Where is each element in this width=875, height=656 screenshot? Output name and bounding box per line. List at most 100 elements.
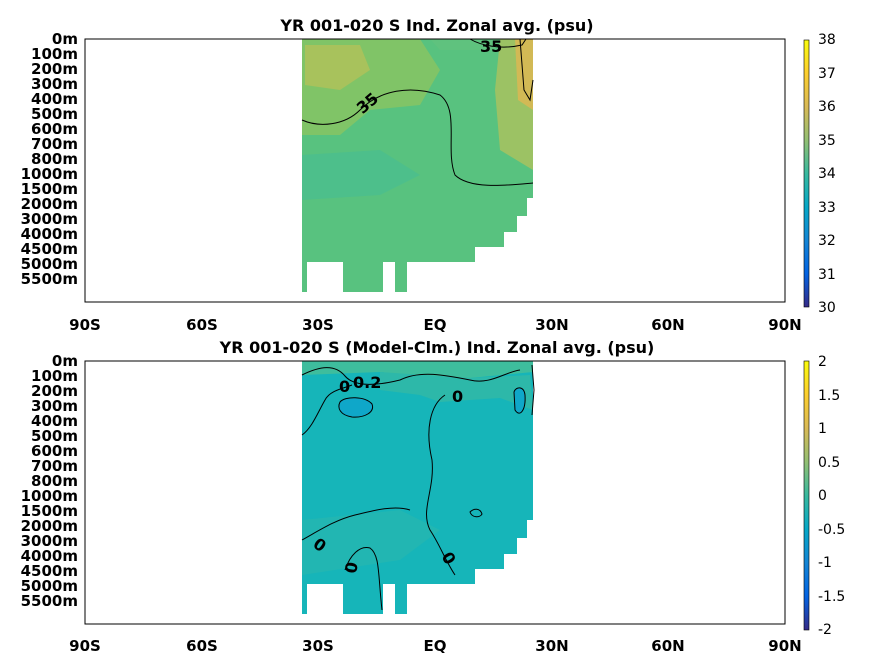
top-seafloor-gap-1: [302, 262, 533, 302]
top-y-tick: 500m: [31, 105, 78, 123]
top-colorbar: 38 37 36 35 34 33 32 31 30: [803, 32, 836, 316]
bottom-x-tick: EQ: [424, 637, 447, 655]
bottom-contour-0-central: [426, 394, 456, 576]
bottom-y-tick: 800m: [31, 472, 78, 490]
bottom-seafloor-patch-1: [302, 584, 307, 614]
bottom-negative-min: [338, 397, 373, 418]
bottom-y-tick: 300m: [31, 397, 78, 415]
bottom-contour-label-3: 0: [452, 387, 463, 406]
bottom-contour-0-upper: [301, 367, 521, 385]
top-y-axis: 0m 100m 200m 300m 400m 500m 600m 700m 80…: [21, 30, 78, 288]
top-x-tick: 60S: [186, 316, 218, 334]
bottom-colorbar-gradient: [803, 360, 810, 631]
bottom-y-tick: 5000m: [21, 577, 78, 595]
bottom-x-tick: 30S: [302, 637, 334, 655]
top-x-axis: 90S 60S 30S EQ 30N 60N 90N: [69, 316, 802, 334]
bottom-y-tick: 200m: [31, 382, 78, 400]
top-surface-band: [430, 39, 500, 50]
bottom-colorbar-tick: -0.5: [818, 522, 845, 538]
bottom-colorbar-tick: 0: [818, 488, 827, 504]
bottom-contour-north-loop: [513, 387, 526, 414]
top-contour-35-north: [469, 38, 527, 48]
bottom-seafloor-patch-2: [343, 584, 383, 614]
top-high-salinity-core: [305, 45, 370, 90]
bottom-contour-label-5: 0: [341, 561, 362, 575]
bottom-y-tick: 2000m: [21, 517, 78, 535]
bottom-y-tick: 1000m: [21, 487, 78, 505]
bottom-colorbar-tick: 1.5: [818, 388, 840, 404]
bottom-negative-north: [514, 387, 526, 414]
top-x-tick: EQ: [424, 316, 447, 334]
top-y-tick: 700m: [31, 135, 78, 153]
bottom-contour-label-1: 0: [339, 377, 350, 396]
top-chart-title: YR 001-020 S Ind. Zonal avg. (psu): [279, 16, 593, 35]
bottom-y-tick: 600m: [31, 442, 78, 460]
bottom-contour-deep-east: [469, 508, 483, 518]
bottom-contours: [301, 364, 535, 611]
top-northern-max: [515, 39, 533, 110]
top-y-tick: 5500m: [21, 270, 78, 288]
bottom-y-tick: 400m: [31, 412, 78, 430]
top-y-tick: 1500m: [21, 180, 78, 198]
top-seafloor-patch-1: [302, 262, 307, 292]
top-axes-frame: [84, 38, 786, 303]
top-contours: [301, 38, 534, 186]
bottom-colorbar-tick: -2: [818, 622, 832, 638]
top-x-tick: 30S: [302, 316, 334, 334]
bottom-colorbar: 2 1.5 1 0.5 0 -0.5 -1 -1.5 -2: [803, 354, 845, 638]
bottom-x-tick: 60S: [186, 637, 218, 655]
bottom-x-tick: 90S: [69, 637, 101, 655]
top-x-tick: 90N: [768, 316, 801, 334]
bottom-colorbar-tick: 0.5: [818, 455, 840, 471]
bottom-contour-north-edge: [531, 364, 535, 416]
top-colorbar-gradient: [803, 39, 810, 308]
bottom-boundary-strip: [533, 361, 538, 401]
top-colorbar-tick: 37: [818, 66, 836, 82]
bottom-x-axis: 90S 60S 30S EQ 30N 60N 90N: [69, 637, 802, 655]
bottom-seafloor-gap: [302, 584, 533, 624]
bottom-positive-upper: [302, 361, 533, 378]
top-intermediate-low: [302, 150, 420, 200]
bottom-bathymetry-mask: [475, 520, 533, 584]
top-y-tick: 0m: [52, 30, 78, 48]
bottom-seafloor-patch-3: [395, 584, 407, 614]
top-seafloor-patch-2: [343, 262, 383, 292]
bottom-contour-0-deep2: [344, 546, 383, 611]
top-colorbar-tick: 36: [818, 99, 836, 115]
bottom-chart-title: YR 001-020 S (Model-Clm.) Ind. Zonal avg…: [219, 338, 655, 357]
bottom-x-tick: 90N: [768, 637, 801, 655]
bottom-colorbar-tick: -1: [818, 555, 832, 571]
top-colorbar-tick: 34: [818, 166, 836, 182]
bottom-colorbar-tick: -1.5: [818, 589, 845, 605]
bottom-y-tick: 4500m: [21, 562, 78, 580]
bottom-difference-field: [302, 361, 538, 624]
bottom-panel: YR 001-020 S (Model-Clm.) Ind. Zonal avg…: [21, 338, 846, 655]
top-y-tick: 3000m: [21, 210, 78, 228]
top-seafloor-patch-3: [395, 262, 407, 292]
bottom-x-tick: 30N: [535, 637, 568, 655]
top-x-tick: 60N: [651, 316, 684, 334]
bottom-y-tick: 0m: [52, 352, 78, 370]
bottom-x-tick: 60N: [651, 637, 684, 655]
top-y-tick: 4000m: [21, 225, 78, 243]
top-colorbar-tick: 35: [818, 133, 836, 149]
top-y-tick: 200m: [31, 60, 78, 78]
bottom-contour-neg-min: [338, 397, 374, 418]
top-colorbar-tick: 31: [818, 267, 836, 283]
bottom-y-tick: 5500m: [21, 592, 78, 610]
top-salinity-field: [302, 39, 538, 302]
bottom-y-tick: 500m: [31, 427, 78, 445]
bottom-y-tick: 100m: [31, 367, 78, 385]
bottom-contour-0-left: [301, 384, 353, 436]
top-y-tick: 2000m: [21, 195, 78, 213]
top-contour-35-upper: [301, 89, 534, 186]
top-colorbar-tick: 33: [818, 200, 836, 216]
top-y-tick: 1000m: [21, 165, 78, 183]
top-contour-label-1: 35: [480, 37, 502, 56]
top-y-tick: 5000m: [21, 255, 78, 273]
bottom-deep-neutral: [302, 510, 440, 575]
top-colorbar-tick: 32: [818, 233, 836, 249]
top-x-tick: 30N: [535, 316, 568, 334]
bottom-axes-frame: [84, 360, 786, 625]
